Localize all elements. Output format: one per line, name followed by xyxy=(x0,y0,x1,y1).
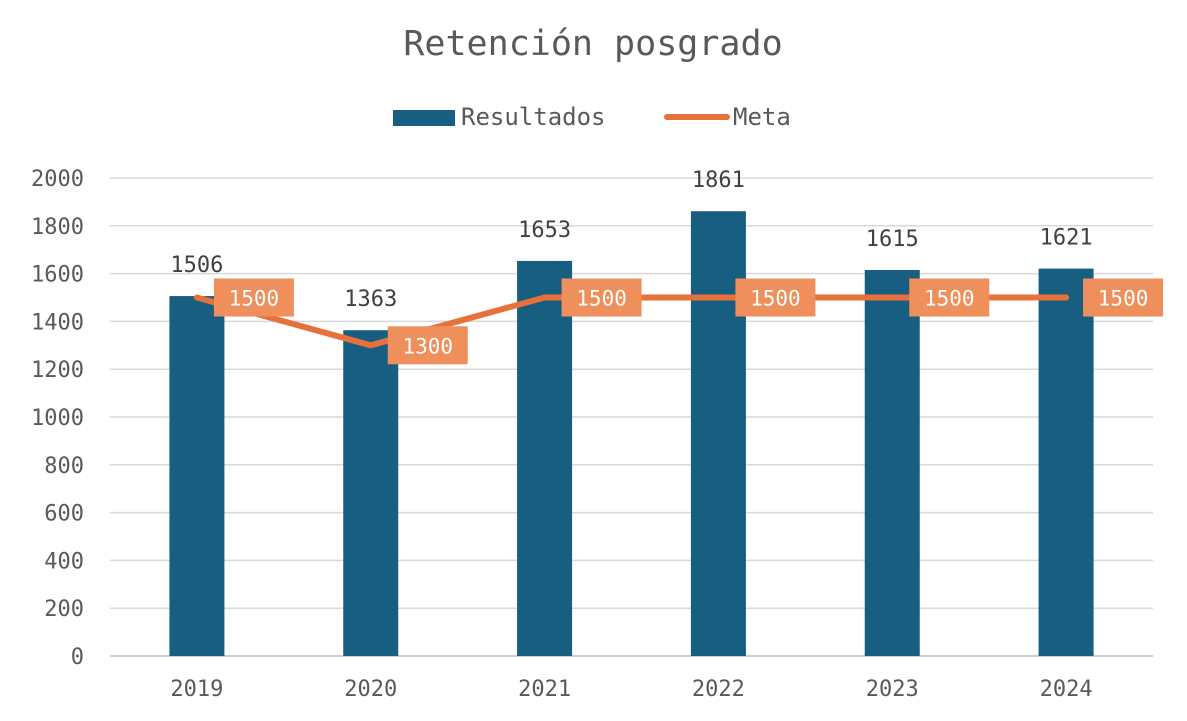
y-tick-label: 400 xyxy=(44,549,84,574)
line-data-label: 1500 xyxy=(576,287,627,311)
line-data-label-box xyxy=(1083,278,1164,317)
bar-series-resultados: 1506 1363 1653 1861 1615 1621 xyxy=(169,168,1094,656)
line-data-label-box xyxy=(735,278,816,317)
legend-label-meta: Meta xyxy=(733,103,791,131)
y-tick-label: 800 xyxy=(44,454,84,479)
line-data-label-box xyxy=(561,278,642,317)
x-tick-label: 2022 xyxy=(692,677,745,702)
line-series-meta: 1500 1300 1500 1500 1500 1500 xyxy=(193,278,1164,365)
x-tick-label: 2020 xyxy=(344,677,397,702)
bar xyxy=(343,330,399,656)
y-tick-label: 1800 xyxy=(31,215,84,240)
line-data-label: 1500 xyxy=(229,287,280,311)
gridlines xyxy=(110,177,1153,657)
line-data-label: 1500 xyxy=(1098,287,1149,311)
line-data-label: 1300 xyxy=(402,334,453,358)
bar-data-label: 1861 xyxy=(692,168,745,193)
line-data-label: 1500 xyxy=(750,287,801,311)
line-data-label: 1500 xyxy=(924,287,975,311)
bar-data-label: 1615 xyxy=(866,227,919,252)
y-tick-label: 0 xyxy=(71,645,84,670)
bar xyxy=(169,296,225,656)
y-tick-label: 2000 xyxy=(31,167,84,192)
bar xyxy=(690,211,746,656)
chart-title: Retención posgrado xyxy=(403,24,782,64)
y-tick-label: 1400 xyxy=(31,310,84,335)
x-tick-label: 2019 xyxy=(170,677,223,702)
x-axis: 2019 2020 2021 2022 2023 2024 xyxy=(170,677,1092,702)
bar-data-label: 1363 xyxy=(344,287,397,312)
bar-data-label: 1621 xyxy=(1040,226,1093,251)
bar xyxy=(1038,268,1094,656)
line-data-label-box xyxy=(387,326,468,365)
line-data-label-box xyxy=(909,278,990,317)
x-tick-label: 2021 xyxy=(518,677,571,702)
bar-data-label: 1653 xyxy=(518,218,571,243)
y-tick-label: 1200 xyxy=(31,358,84,383)
y-tick-label: 1600 xyxy=(31,263,84,288)
bar-data-label: 1506 xyxy=(170,253,223,278)
y-tick-label: 600 xyxy=(44,502,84,527)
bar xyxy=(864,270,920,656)
legend-label-resultados: Resultados xyxy=(461,103,606,131)
legend-swatch-resultados xyxy=(393,110,455,126)
legend: Resultados Meta xyxy=(393,103,791,131)
x-tick-label: 2024 xyxy=(1040,677,1093,702)
y-tick-label: 200 xyxy=(44,597,84,622)
x-tick-label: 2023 xyxy=(866,677,919,702)
bar xyxy=(517,260,573,656)
y-axis: 0 200 400 600 800 1000 1200 1400 1600 1800 2000 xyxy=(31,167,84,670)
line-data-label-box xyxy=(213,278,294,317)
y-tick-label: 1000 xyxy=(31,406,84,431)
